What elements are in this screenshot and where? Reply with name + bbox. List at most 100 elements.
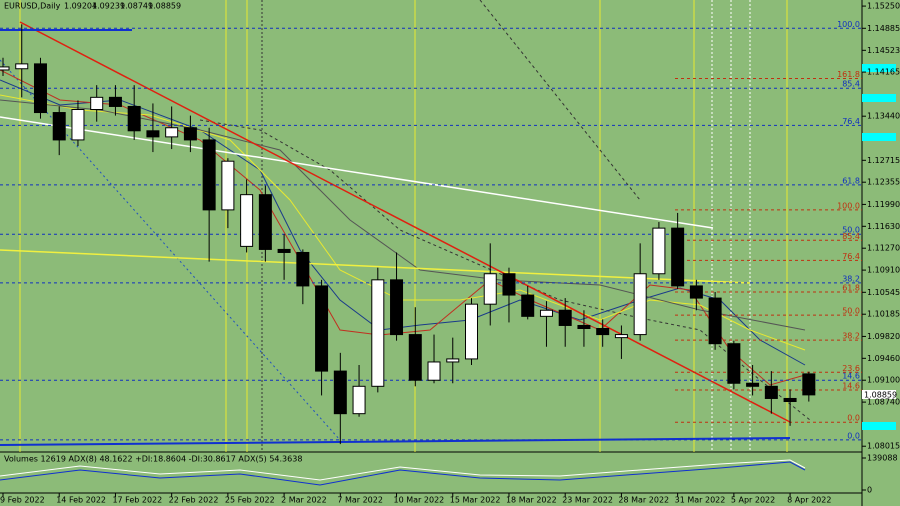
candle-body (671, 227, 685, 287)
price-badge (862, 390, 896, 399)
y-tick-label: 1.14165 (867, 68, 900, 77)
candle-body (746, 382, 760, 387)
fib-label: 23.6 (842, 364, 860, 373)
header-close: 1.08859 (148, 2, 181, 11)
candle-body (277, 248, 291, 253)
fib-label: 0.0 (847, 414, 860, 423)
symbol-title: EURUSD,Daily (4, 2, 61, 11)
trend-line (19, 21, 791, 423)
y-tick-label: 1.11990 (867, 200, 900, 209)
y-tick-label: 1.14885 (867, 24, 900, 33)
fib-label: 38.2 (842, 274, 860, 283)
fib-levels: 100.0 85.4 76.4 61.8 50.0 38.2 14.6 0.0 (0, 20, 862, 441)
candle-body (108, 96, 122, 107)
candle-body (465, 303, 478, 360)
header-low: 1.08749 (120, 2, 153, 11)
candle-body (764, 385, 778, 399)
candle-body (708, 297, 722, 345)
y-tick-label: 1.13440 (867, 112, 900, 121)
y-tick-label: 1.15250 (867, 2, 900, 11)
candle-body (390, 279, 404, 336)
candle-body (614, 334, 628, 339)
fib-label: 85.4 (842, 80, 860, 89)
candle-body (352, 385, 366, 415)
candle-body (71, 109, 85, 141)
candle-body (577, 324, 591, 330)
y-tick-label: 1.14523 (867, 46, 900, 55)
candle-body (183, 127, 197, 141)
y-tick-label: 1.11630 (867, 222, 900, 231)
candle-body (408, 334, 422, 381)
candle-body (521, 294, 535, 317)
y-tick-label: 1.09100 (867, 376, 900, 385)
fib-label: 76.4 (842, 252, 860, 261)
indicator-line (0, 461, 806, 486)
y-tick-label: 1.11270 (867, 244, 900, 253)
candles: 9 Feb 2022 14 Feb 2022 17 Feb 2022 22 Feb 2… (0, 24, 831, 505)
y-tick-label: 1.10545 (867, 288, 900, 297)
x-tick-label: 10 Mar 2022 (394, 496, 445, 505)
y-tick-label: 1.10185 (867, 310, 900, 319)
fib-label: 14.6 (842, 372, 860, 381)
x-tick-label: 31 Mar 2022 (675, 496, 726, 505)
x-tick-label: 14 Feb 2022 (56, 496, 106, 505)
candle-body (315, 285, 329, 372)
y-tick-label: 1.12715 (867, 156, 900, 165)
candle-body (689, 285, 703, 299)
indicator-line (0, 459, 806, 481)
x-tick-label: 7 Mar 2022 (337, 496, 383, 505)
level-badge (862, 422, 896, 430)
candle-body (0, 66, 10, 71)
x-tick-label: 2 Mar 2022 (281, 496, 327, 505)
x-tick-label: 18 Mar 2022 (506, 496, 557, 505)
current-price: 1.08859 (864, 391, 897, 400)
candle-body (633, 273, 647, 336)
x-tick-label: 5 Apr 2022 (731, 496, 775, 505)
candle-body (221, 160, 235, 211)
level-badge (862, 64, 896, 72)
fib-label: 100.0 (837, 201, 860, 210)
y-tick-label: 1.12355 (867, 178, 900, 187)
candle-body (652, 227, 666, 275)
indicator-label: Volumes 12619 ADX(8) 48.1622 +DI:18.8604… (4, 455, 302, 464)
candle-body (15, 63, 29, 70)
envelope (479, 0, 641, 201)
y-tick-label: 1.08015 (867, 442, 900, 451)
level-badge (862, 133, 896, 141)
y-tick-label: 1.10910 (867, 266, 900, 275)
y-tick-label: 0 (867, 486, 872, 495)
candle-body (427, 361, 441, 381)
level-badge (862, 94, 896, 102)
y-tick-label: 1.08740 (867, 398, 900, 407)
y-tick-label: 139088 (867, 454, 898, 463)
candle-body (127, 105, 141, 132)
trend-line (0, 249, 751, 284)
fib-label: 76.4 (842, 117, 860, 126)
header-high: 1.09239 (92, 2, 125, 11)
x-tick-label: 17 Feb 2022 (112, 496, 162, 505)
envelope (199, 119, 811, 421)
moving-average (0, 94, 806, 351)
moving-average (0, 99, 806, 331)
y-tick-label: 1.09460 (867, 354, 900, 363)
candle-body (539, 309, 553, 317)
x-tick-label: 15 Mar 2022 (450, 496, 501, 505)
candle-body (802, 373, 816, 396)
candle-body (596, 328, 610, 336)
fib-label: 161.8 (837, 70, 860, 79)
fib-label: 0.0 (847, 431, 860, 440)
moving-average (0, 69, 806, 386)
x-tick-label: 9 Feb 2022 (0, 496, 45, 505)
candle-body (296, 251, 310, 287)
fib-levels: 161.8100.085.476.461.850.038.223.614.60.… (675, 70, 862, 423)
candle-body (446, 358, 460, 363)
fib-label: 61.8 (842, 176, 860, 185)
candle-body (240, 194, 254, 247)
fib-label: 14.6 (842, 381, 860, 390)
y-tick-label: 1.09820 (867, 332, 900, 341)
candle-body (165, 127, 179, 138)
fib-label: 50.0 (842, 226, 860, 235)
trend-line (0, 116, 714, 229)
